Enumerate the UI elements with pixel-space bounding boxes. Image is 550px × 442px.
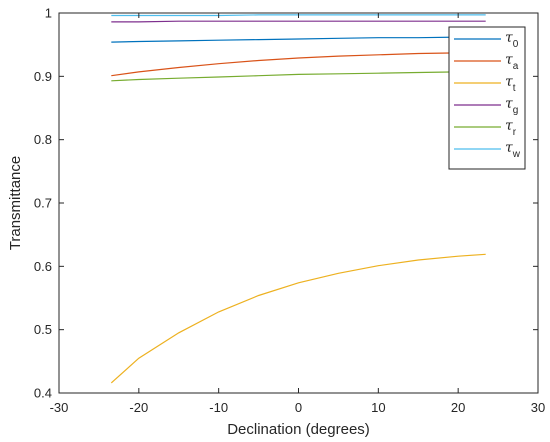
- legend-symbol: τ: [505, 140, 513, 156]
- x-tick-label: 10: [371, 400, 385, 415]
- series-line-tau-t: [110, 253, 486, 384]
- x-tick-label: 30: [531, 400, 545, 415]
- x-tick-label: -10: [209, 400, 228, 415]
- y-tick-label: 0.9: [34, 69, 52, 84]
- legend-subscript: g: [513, 105, 519, 116]
- legend-entry-tau-g: τg: [505, 96, 518, 116]
- legend-subscript: 0: [513, 39, 519, 50]
- legend-entry-tau-r: τr: [505, 118, 517, 138]
- legend-symbol: τ: [505, 30, 513, 46]
- y-axis-ticks: 0.4 0.5 0.6 0.7 0.8 0.9 1: [34, 6, 538, 401]
- y-tick-label: 0.4: [34, 386, 52, 401]
- series-line-tau-g: [111, 20, 486, 23]
- y-axis-label: Transmittance: [7, 156, 24, 250]
- y-tick-label: 0.8: [34, 132, 52, 147]
- legend-entry-tau-t: τt: [505, 74, 516, 94]
- x-tick-label: -20: [129, 400, 148, 415]
- legend-subscript: w: [512, 149, 521, 160]
- x-axis-label: Declination (degrees): [227, 421, 370, 438]
- y-tick-label: 0.6: [34, 259, 52, 274]
- legend-subscript: a: [513, 61, 519, 72]
- y-tick-label: 1: [45, 6, 52, 21]
- legend-symbol: τ: [505, 118, 513, 134]
- legend-box: [448, 26, 526, 170]
- x-tick-label: 0: [295, 400, 302, 415]
- legend-subscript: r: [513, 127, 517, 138]
- legend-entry-tau-a: τa: [505, 52, 519, 72]
- y-tick-label: 0.5: [34, 322, 52, 337]
- x-tick-label: 20: [451, 400, 465, 415]
- y-tick-label: 0.7: [34, 196, 52, 211]
- series-line-tau-a: [111, 52, 486, 77]
- x-tick-label: -30: [50, 400, 69, 415]
- legend-entry-tau-w: τw: [505, 140, 521, 160]
- legend-symbol: τ: [505, 74, 513, 90]
- legend-symbol: τ: [505, 52, 513, 68]
- series-line-tau-0: [111, 36, 486, 43]
- legend-subscript: t: [513, 83, 516, 94]
- x-axis-ticks: -30 -20 -10 0 10 20 30: [50, 13, 545, 415]
- legend-entry-tau-0: τ0: [505, 30, 519, 50]
- legend-symbol: τ: [505, 96, 513, 112]
- series-line-tau-r: [111, 71, 486, 82]
